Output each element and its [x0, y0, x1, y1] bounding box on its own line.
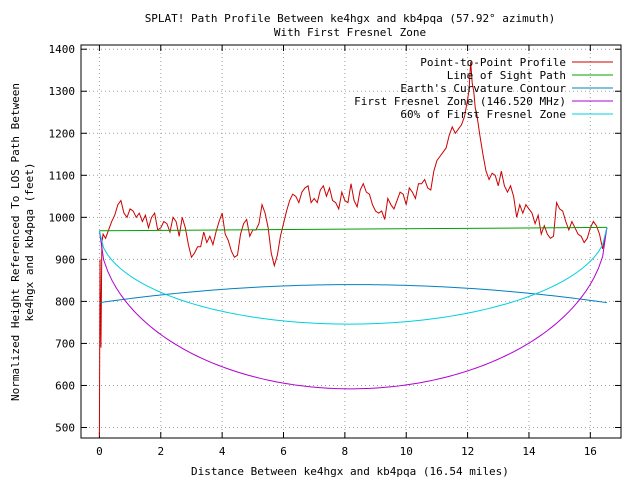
y-tick-label: 1300 — [49, 85, 76, 98]
y-tick-label: 600 — [55, 379, 75, 392]
chart-subtitle: With First Fresnel Zone — [274, 26, 426, 39]
series-line-2 — [99, 284, 607, 304]
y-tick-label: 700 — [55, 337, 75, 350]
series-line-3 — [98, 227, 608, 390]
y-axis-label-line2: ke4hgx and kb4pqa (feet) — [23, 163, 36, 322]
legend-label: First Fresnel Zone (146.520 MHz) — [354, 95, 566, 108]
y-tick-label: 1000 — [49, 211, 76, 224]
series-line-1 — [99, 226, 607, 232]
x-tick-label: 0 — [96, 445, 103, 458]
x-tick-label: 10 — [400, 445, 413, 458]
legend-label: Point-to-Point Profile — [420, 56, 566, 69]
series-line-0 — [98, 61, 608, 436]
plot-area-frame — [80, 44, 622, 439]
x-tick-label: 16 — [584, 445, 597, 458]
legend-label: Earth's Curvature Contour — [400, 82, 566, 95]
x-tick-label: 4 — [219, 445, 226, 458]
legend-label: Line of Sight Path — [447, 69, 566, 82]
y-tick-label: 1100 — [49, 169, 76, 182]
y-tick-label: 1200 — [49, 127, 76, 140]
x-tick-label: 8 — [342, 445, 349, 458]
axis-ticks: 0 2 4 6 8 10 12 14 16 500 600 700 800 900 1000 1100 1200… — [49, 43, 621, 458]
y-tick-label: 500 — [55, 421, 75, 434]
series-line-4 — [98, 227, 608, 325]
x-axis-label: Distance Between ke4hgx and kb4pqa (16.5… — [191, 465, 509, 478]
y-axis-label-line1: Normalized Height Referenced To LOS Path… — [9, 83, 22, 401]
grid — [81, 45, 621, 438]
x-tick-label: 6 — [280, 445, 287, 458]
y-tick-label: 900 — [55, 253, 75, 266]
y-tick-label: 1400 — [49, 43, 76, 56]
series-lines — [98, 61, 608, 436]
y-tick-label: 800 — [55, 295, 75, 308]
x-tick-label: 12 — [461, 445, 474, 458]
legend-label: 60% of First Fresnel Zone — [400, 108, 566, 121]
chart-title: SPLAT! Path Profile Between ke4hgx and k… — [145, 12, 556, 25]
x-tick-label: 14 — [522, 445, 536, 458]
x-tick-label: 2 — [157, 445, 164, 458]
